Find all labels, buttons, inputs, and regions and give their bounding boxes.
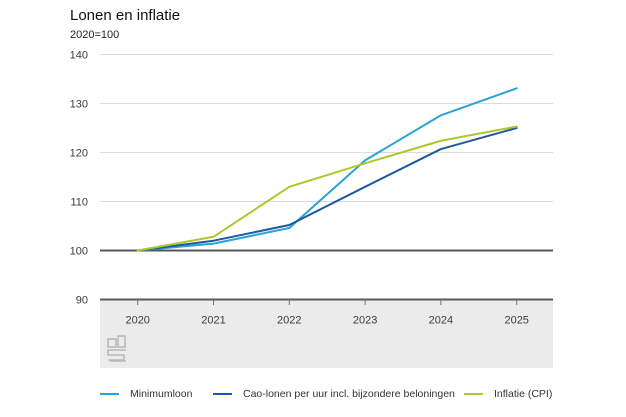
x-tick-label: 2022: [277, 315, 301, 327]
legend-label-cao-lonen: Cao-lonen per uur incl. bijzondere belon…: [243, 388, 455, 400]
x-tick-label: 2023: [353, 315, 377, 327]
x-tick-label: 2025: [504, 315, 528, 327]
legend-item-cao-lonen: Cao-lonen per uur incl. bijzondere belon…: [213, 386, 455, 402]
x-tick-label: 2021: [201, 315, 225, 327]
legend-swatch-cao-lonen: [213, 393, 232, 395]
y-tick-label: 140: [70, 50, 88, 62]
y-tick-label: 120: [70, 148, 88, 160]
chart-title: Lonen en inflatie: [70, 7, 181, 24]
x-tick-label: 2020: [125, 315, 149, 327]
y-tick-label: 110: [70, 197, 88, 209]
x-axis-footer-band: [100, 300, 553, 368]
chart-legend: Minimumloon Cao-lonen per uur incl. bijz…: [0, 386, 626, 402]
legend-label-minimumloon: Minimumloon: [130, 388, 193, 400]
series-line-1: [136, 127, 518, 252]
legend-item-inflatie: Inflatie (CPI): [464, 386, 552, 402]
series-line-2: [136, 125, 518, 252]
y-tick-label: 90: [76, 295, 88, 307]
chart-subtitle: 2020=100: [70, 29, 120, 41]
legend-label-inflatie: Inflatie (CPI): [494, 388, 553, 400]
cbs-logo: [107, 335, 126, 362]
series-line-0: [136, 87, 518, 252]
y-tick-label: 100: [70, 246, 88, 258]
y-tick-label: 130: [70, 99, 88, 111]
legend-item-minimumloon: Minimumloon: [100, 386, 192, 402]
legend-swatch-inflatie: [464, 393, 483, 395]
x-tick-label: 2024: [429, 315, 453, 327]
legend-swatch-minimumloon: [100, 393, 119, 395]
